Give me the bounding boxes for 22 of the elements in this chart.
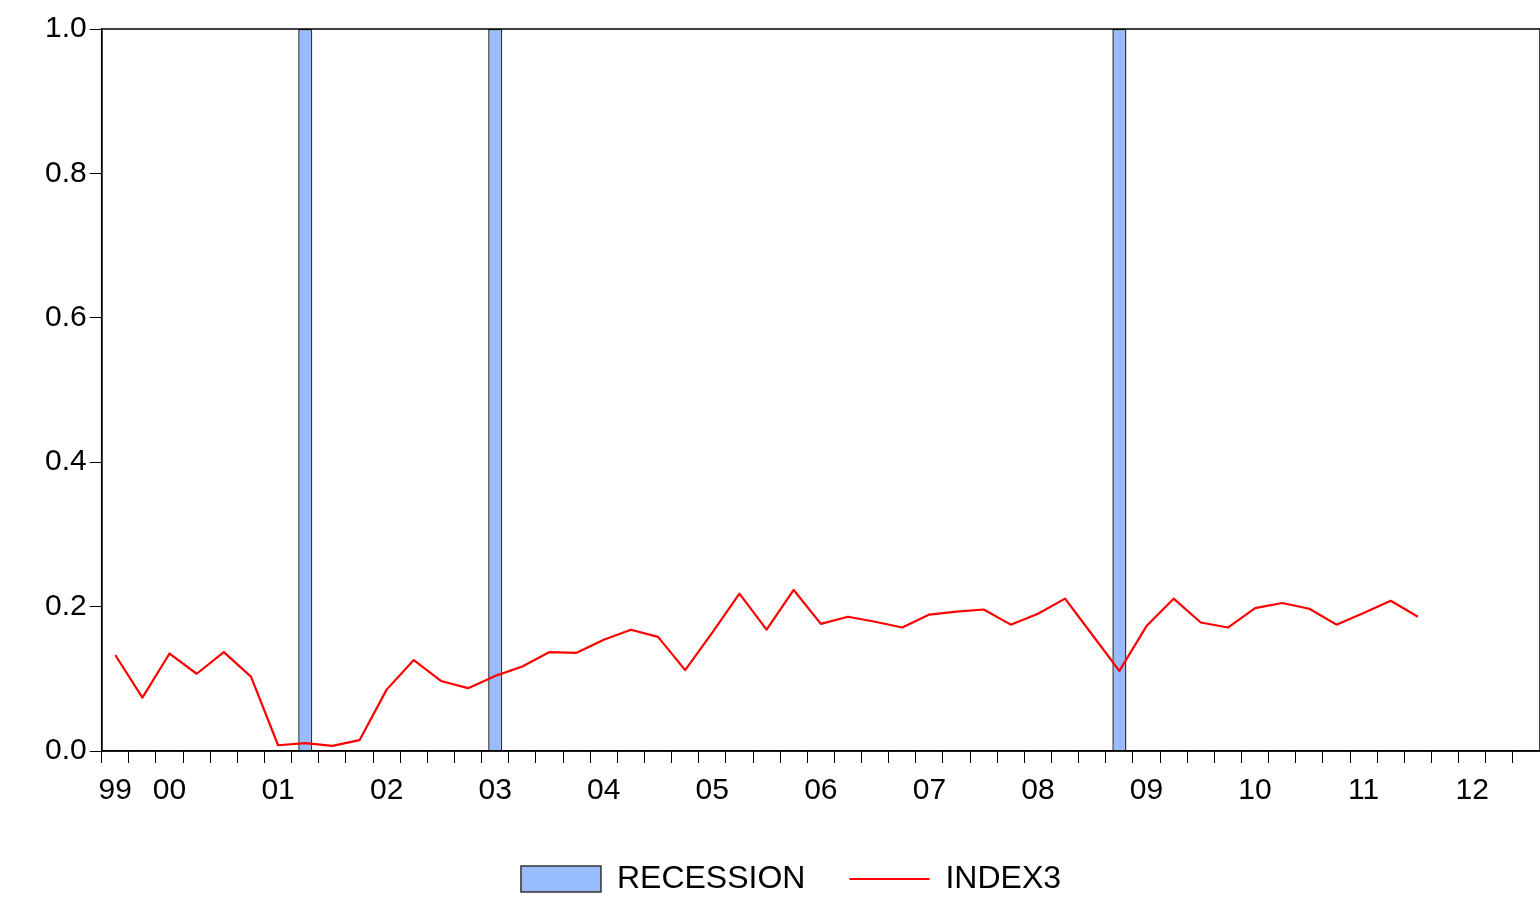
x-tick-label: 12 [1455,772,1489,806]
x-tick-label: 00 [152,772,187,806]
x-tick-label: 04 [587,772,621,806]
y-tick-label: 0.8 [44,154,87,188]
x-tick-label: 06 [804,772,838,806]
y-tick-label: 1.0 [44,10,87,44]
x-tick-label: 02 [369,772,404,806]
x-tick-label: 99 [98,772,132,806]
x-tick-label: 08 [1021,772,1055,806]
legend-label: RECESSION [616,858,806,895]
y-tick-label: 0.2 [44,587,87,621]
y-tick-label: 0.4 [44,443,87,477]
x-tick-label: 07 [912,772,947,806]
x-tick-label: 01 [261,772,295,806]
x-tick-label: 03 [478,772,512,806]
x-tick-label: 10 [1238,772,1272,806]
x-tick-label: 09 [1129,772,1164,806]
legend-label: INDEX3 [945,858,1062,895]
x-tick-label: 05 [695,772,729,806]
x-tick-label: 11 [1348,772,1380,806]
y-tick-label: 0.6 [44,299,87,333]
y-tick-label: 0.0 [44,732,87,766]
